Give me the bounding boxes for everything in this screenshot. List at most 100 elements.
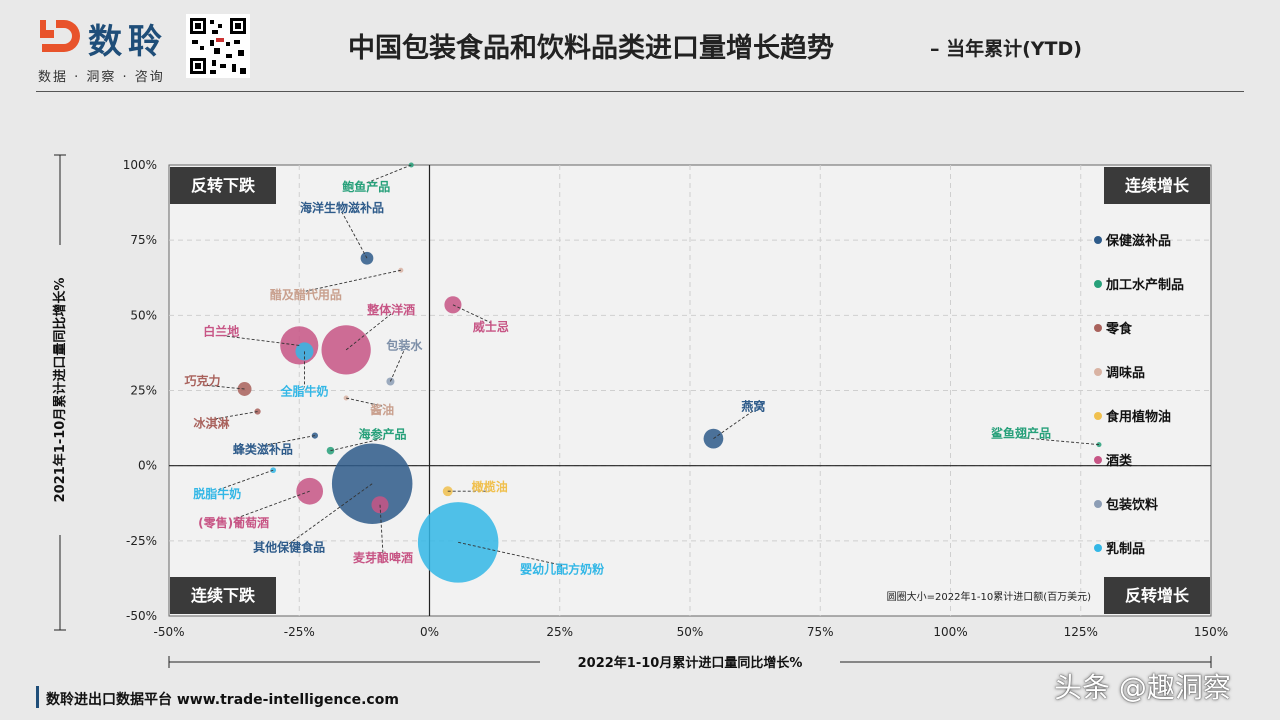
legend-label: 包装饮料 <box>1106 497 1158 513</box>
bubble-label: 脱脂牛奶 <box>193 486 241 501</box>
x-tick-label: 25% <box>546 625 573 639</box>
watermark: 头条 @趣洞察 <box>1054 671 1231 704</box>
leader-line <box>233 490 310 520</box>
brand-name: 数聆 <box>88 22 168 62</box>
chart-axis-titles: 2022年1-10月累计进口量同比增长% 2021年1-10月累计进口量同比增长% <box>52 154 1212 671</box>
quadrant-box <box>170 577 276 614</box>
chart-grid <box>168 164 1212 617</box>
leader-line <box>379 504 384 554</box>
leader-line <box>262 435 315 447</box>
quadrant-box <box>1104 577 1210 614</box>
x-tick-label: 150% <box>1194 625 1228 639</box>
header: 数聆 数据 · 洞察 · 咨询 中国包装食品和饮料品类进口量增长趋势 – 当年累… <box>0 0 1280 92</box>
quadrant-label: 反转增长 <box>1125 586 1190 605</box>
qr-code-icon <box>186 14 250 78</box>
legend-marker <box>1094 500 1102 508</box>
y-tick-label: 25% <box>130 384 157 398</box>
bubble-label: 蜂类滋补品 <box>233 442 293 457</box>
leader-line <box>341 211 368 259</box>
bubble-label: 海洋生物滋补品 <box>300 200 384 215</box>
bubble-label: 婴幼儿配方奶粉 <box>520 561 604 576</box>
leader-line <box>458 541 563 566</box>
legend-marker <box>1094 280 1102 288</box>
x-tick-label: 100% <box>933 625 967 639</box>
legend-marker <box>1094 324 1102 332</box>
leader-line <box>288 483 373 545</box>
y-tick-label: 75% <box>130 233 157 247</box>
leader-line <box>330 438 383 452</box>
leader-line <box>1020 437 1100 446</box>
legend-label: 加工水产制品 <box>1105 277 1184 293</box>
y-tick-label: -25% <box>126 534 157 548</box>
bubble-label: 海参产品 <box>359 427 407 442</box>
bubble-label: 整体洋酒 <box>366 302 415 317</box>
leader-line <box>211 411 258 420</box>
bubble-label: (零售)葡萄酒 <box>198 515 269 530</box>
legend-label: 保健滋补品 <box>1105 233 1171 249</box>
leader-line <box>346 397 383 407</box>
legend-label: 乳制品 <box>1106 541 1145 557</box>
leader-line <box>713 410 754 439</box>
brand-logo-icon <box>40 20 80 52</box>
bubble-label: 包装水 <box>385 337 423 352</box>
legend-marker <box>1094 236 1102 244</box>
legend-marker <box>1094 412 1102 420</box>
legend-label: 酒类 <box>1106 453 1133 469</box>
footer-source: 数聆进出口数据平台 www.trade-intelligence.com <box>46 692 399 708</box>
x-tick-label: -25% <box>284 625 315 639</box>
bubble <box>254 408 261 415</box>
quadrant-label: 连续增长 <box>1125 176 1190 195</box>
legend-label: 零食 <box>1105 321 1133 337</box>
quadrant-box <box>1104 167 1210 204</box>
leader-line <box>452 304 492 324</box>
bubble-label: 威士忌 <box>473 319 509 334</box>
leader-line <box>305 269 401 292</box>
bubble-label: 全脂牛奶 <box>279 383 328 398</box>
bubble <box>360 251 374 265</box>
leader-line <box>202 384 245 390</box>
header-divider <box>36 91 1244 92</box>
footer-accent-bar <box>36 686 39 708</box>
x-tick-label: 0% <box>420 625 439 639</box>
bubble-label: 酱油 <box>370 402 394 417</box>
legend-label: 调味品 <box>1106 365 1145 381</box>
x-tick-label: 75% <box>807 625 834 639</box>
quadrant-label: 连续下跌 <box>191 586 256 605</box>
x-tick-label: 125% <box>1064 625 1098 639</box>
x-tick-label: 50% <box>677 625 704 639</box>
bubble-label: 鲍鱼产品 <box>342 179 390 194</box>
legend-marker <box>1094 544 1102 552</box>
bubble-label: 鲨鱼翅产品 <box>991 426 1051 441</box>
bubble-label: 白兰地 <box>203 323 239 338</box>
bubble-label: 其他保健食品 <box>253 540 325 555</box>
x-tick-label: -50% <box>153 625 184 639</box>
y-tick-label: -50% <box>126 609 157 623</box>
legend-label: 食用植物油 <box>1106 409 1171 425</box>
page-title: 中国包装食品和饮料品类进口量增长趋势 <box>348 33 834 64</box>
y-tick-label: 0% <box>138 459 157 473</box>
y-axis-title: 2021年1-10月累计进口量同比增长% <box>52 278 68 503</box>
bubble-label: 橄榄油 <box>472 479 508 494</box>
bubble-label: 麦芽酿啤酒 <box>353 550 413 565</box>
bubble-label: 巧克力 <box>185 373 221 388</box>
bubble <box>417 502 499 583</box>
leader-line <box>221 334 300 346</box>
legend-marker <box>1094 368 1102 376</box>
x-axis-title: 2022年1-10月累计进口量同比增长% <box>578 655 803 671</box>
size-note: 圆圈大小=2022年1-10累计进口额(百万美元) <box>887 590 1091 603</box>
leader-line <box>366 164 412 184</box>
leader-line <box>390 349 405 382</box>
page-subtitle: – 当年累计(YTD) <box>930 38 1082 60</box>
quadrant-label: 反转下跌 <box>191 176 256 195</box>
chart-axes: -50% -25% 0% 25% 50% 75% 100% 125% 150% -50% -25% 0… <box>123 158 1228 639</box>
quadrant-box <box>170 167 276 204</box>
bubble-label: 醋及醋代用品 <box>270 287 342 302</box>
bubble <box>311 432 318 439</box>
y-tick-label: 100% <box>123 158 157 172</box>
bubble-label: 燕窝 <box>741 399 765 414</box>
brand-tagline: 数据 · 洞察 · 咨询 <box>38 70 165 85</box>
